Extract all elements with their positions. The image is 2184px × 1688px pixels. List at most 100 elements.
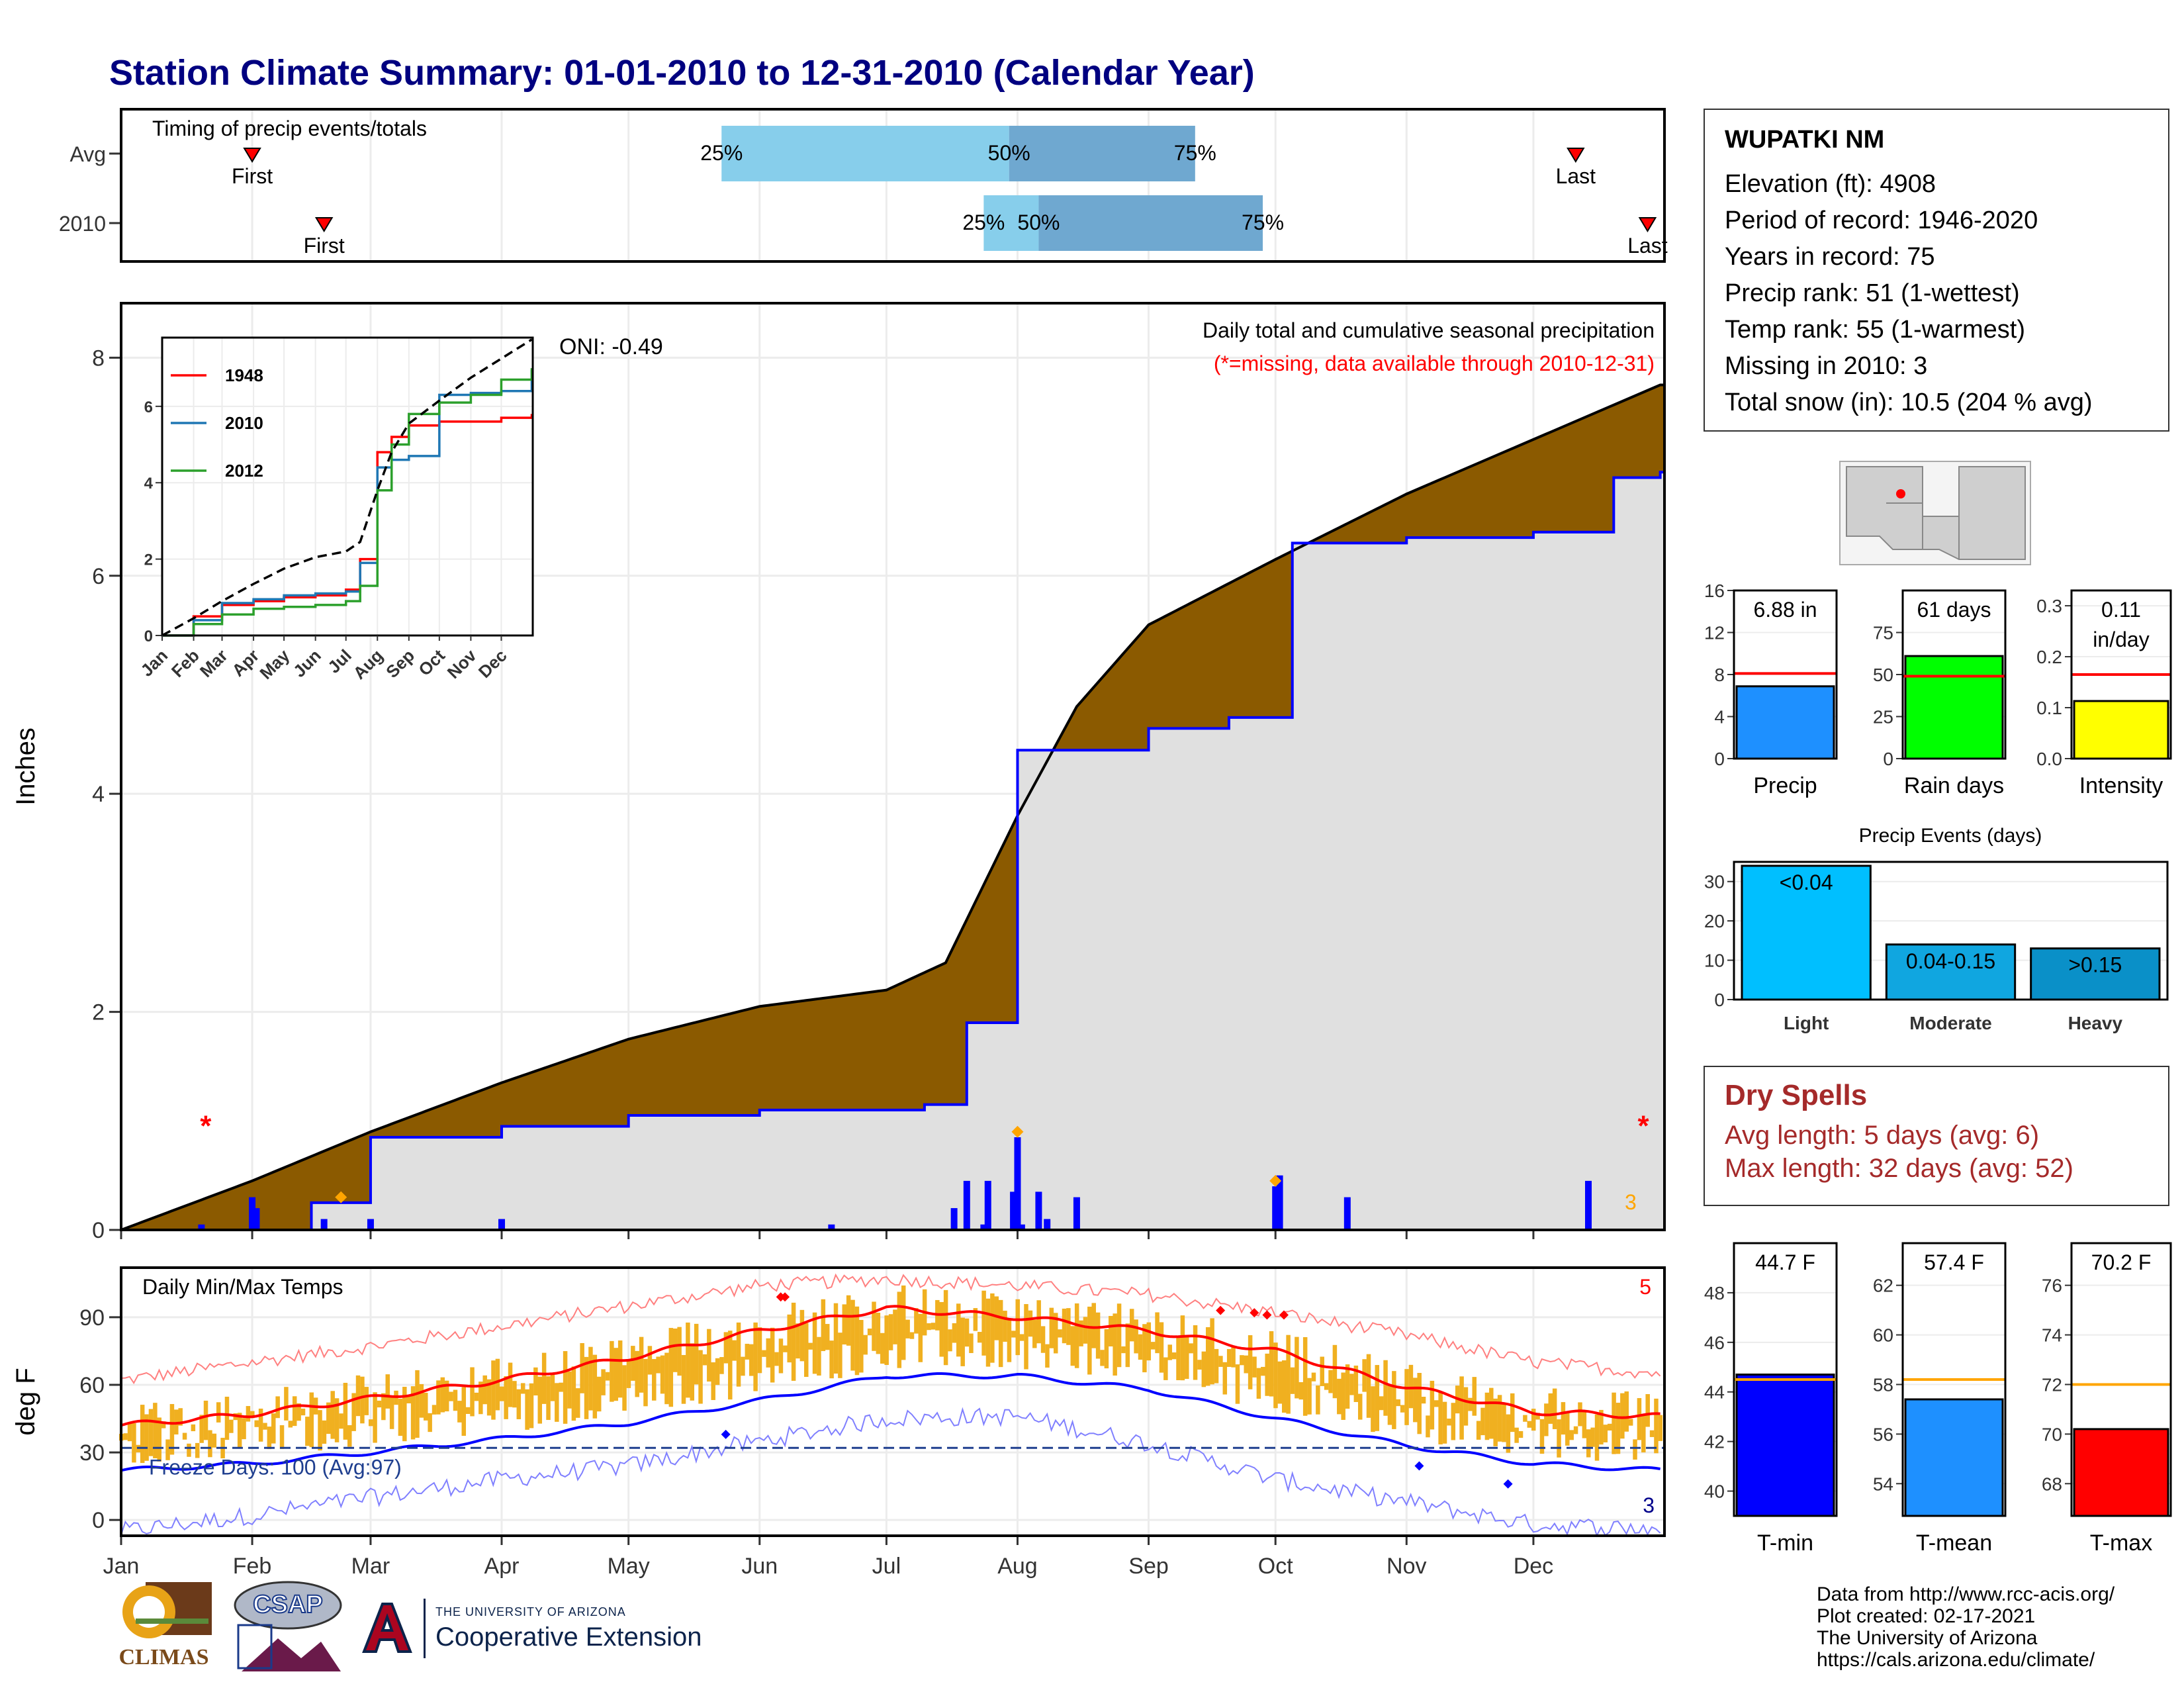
inset-legend-label: 2010: [225, 413, 263, 433]
temp-record-low-marker: [1503, 1479, 1513, 1489]
temp-daily-bar: [964, 1318, 970, 1347]
temp-daily-bar: [973, 1308, 978, 1331]
temp-daily-bar: [263, 1423, 267, 1430]
temp-daily-bar: [1480, 1407, 1485, 1436]
temp-daily-bar: [778, 1338, 784, 1374]
station-total-snow: Total snow (in): 10.5 (204 % avg): [1725, 389, 2093, 416]
temp-daily-bar: [994, 1296, 999, 1340]
temp-daily-bar: [461, 1387, 467, 1436]
precip-daily-bar: [1584, 1180, 1592, 1230]
temp-daily-bar: [347, 1425, 352, 1447]
precip-events-ytick-label: 10: [1704, 951, 1725, 971]
temp-daily-bar: [1476, 1421, 1481, 1440]
temp-daily-bar: [1058, 1329, 1062, 1338]
temp-daily-bar: [690, 1343, 695, 1401]
mini-tmean-value-label: 57.4 F: [1924, 1250, 1984, 1274]
temp-daily-bar: [1302, 1336, 1308, 1416]
oni-label: ONI: -0.49: [559, 334, 663, 359]
mini-tmin-ytick-label: 48: [1704, 1283, 1725, 1303]
temp-daily-bar: [1383, 1360, 1388, 1416]
temp-daily-bar: [318, 1410, 322, 1451]
temp-daily-bar: [529, 1383, 534, 1429]
temp-daily-bar: [1430, 1380, 1435, 1430]
temp-daily-bar: [833, 1303, 839, 1374]
temp-daily-bar: [1125, 1323, 1130, 1368]
temp-daily-bar: [296, 1403, 301, 1421]
temp-daily-bar: [1129, 1309, 1134, 1342]
temp-daily-bar: [402, 1387, 407, 1442]
temp-daily-bar: [537, 1376, 543, 1424]
temp-daily-bar: [948, 1329, 952, 1352]
temp-daily-bar: [1426, 1415, 1430, 1438]
temp-daily-bar: [893, 1309, 897, 1344]
temp-daily-bar: [229, 1419, 234, 1433]
temp-daily-bar: [1518, 1430, 1524, 1438]
mini-tmin-category-label: T-min: [1757, 1530, 1813, 1556]
temp-daily-bar: [203, 1400, 208, 1440]
climas-logo-text: CLIMAS: [118, 1645, 209, 1669]
climas-logo[interactable]: CLIMAS: [109, 1579, 218, 1678]
temp-daily-bar: [1281, 1360, 1287, 1413]
temp-daily-bar: [1138, 1334, 1143, 1360]
temp-daily-bar: [1189, 1343, 1193, 1354]
mini-intensity-value-label: in/day: [2093, 628, 2149, 651]
ua-extension-logo[interactable]: THE UNIVERSITY OF ARIZONA Cooperative Ex…: [357, 1599, 728, 1665]
mini-intensity-ytick-label: 0.3: [2036, 596, 2062, 616]
temp-daily-bar: [275, 1396, 280, 1419]
temp-daily-bar: [508, 1362, 513, 1407]
temp-daily-bar: [1658, 1415, 1663, 1441]
temp-daily-bar: [1180, 1315, 1185, 1381]
footer-url: https://cals.arizona.edu/climate/: [1817, 1649, 2095, 1671]
timing-bar-25-50: [983, 195, 1039, 251]
precip-daily-bar: [367, 1219, 374, 1230]
temp-daily-bar: [157, 1417, 162, 1462]
temp-daily-bar: [571, 1366, 576, 1421]
temp-daily-bar: [541, 1352, 547, 1404]
temp-daily-bar: [1552, 1388, 1557, 1429]
temp-daily-bar: [592, 1354, 598, 1419]
temp-daily-bar: [757, 1327, 762, 1374]
precip-daily-bar: [498, 1219, 506, 1230]
temp-daily-bar: [360, 1376, 365, 1424]
temp-daily-bar: [723, 1332, 729, 1364]
dry-spells-title: Dry Spells: [1725, 1079, 1868, 1111]
precip-ytick-label: 4: [92, 782, 105, 807]
timing-first-marker: [314, 217, 334, 232]
timing-bar-25-50: [721, 126, 1009, 181]
temp-daily-bar: [617, 1340, 623, 1398]
temp-daily-bar: [1307, 1378, 1312, 1415]
temp-daily-bar: [288, 1421, 293, 1428]
temp-daily-bar: [1557, 1419, 1561, 1458]
temp-daily-bar: [516, 1389, 522, 1419]
temp-daily-bar: [457, 1401, 462, 1423]
temp-daily-bar: [563, 1351, 568, 1424]
timing-frame: [120, 108, 1666, 263]
temp-daily-bar: [914, 1308, 919, 1334]
temp-daily-bar: [1607, 1423, 1612, 1431]
temp-daily-bar: [774, 1352, 779, 1366]
temp-daily-bar: [576, 1388, 580, 1418]
temp-daily-bar: [1226, 1348, 1232, 1367]
temp-daily-bar: [1612, 1392, 1616, 1454]
temp-daily-bar: [449, 1391, 453, 1401]
temp-daily-bar: [1548, 1393, 1553, 1424]
temp-record-low-marker: [1414, 1461, 1424, 1471]
temp-daily-bar: [1493, 1398, 1498, 1446]
temp-daily-bar: [1535, 1413, 1540, 1420]
mini-rain-days-value-label: 61 days: [1917, 598, 1991, 622]
temp-daily-bar: [1007, 1320, 1012, 1362]
station-missing: Missing in 2010: 3: [1725, 352, 1928, 380]
mini-tmax-ytick-label: 74: [2042, 1325, 2062, 1346]
temp-daily-bar: [1235, 1364, 1240, 1404]
temp-daily-bar: [1531, 1409, 1536, 1431]
temp-daily-bar: [998, 1299, 1003, 1368]
csap-logo[interactable]: CSAP: [228, 1579, 344, 1678]
station-location-dot: [1896, 489, 1905, 498]
timing-last-marker: [1567, 148, 1585, 163]
mini-intensity-value-label: 0.11: [2101, 598, 2141, 622]
mini-tmean-frame: [1901, 1242, 2007, 1517]
temp-daily-bar: [187, 1443, 191, 1457]
mini-intensity-frame: [2070, 589, 2172, 760]
temp-daily-bar: [132, 1423, 136, 1463]
